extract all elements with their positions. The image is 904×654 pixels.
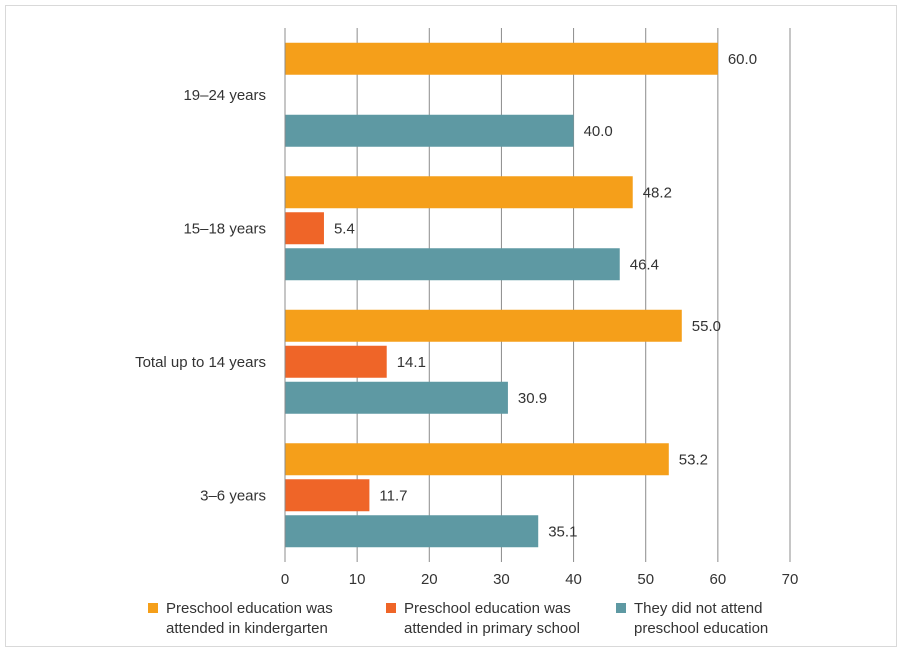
data-label: 30.9 [518, 390, 547, 407]
data-label: 53.2 [679, 451, 708, 468]
legend-swatch-kindergarten [148, 603, 158, 613]
x-tick-label: 0 [281, 571, 289, 588]
legend-item-no-preschool: They did not attend preschool education [616, 599, 768, 639]
x-tick-label: 60 [710, 571, 727, 588]
data-label: 14.1 [397, 354, 426, 371]
bar [285, 515, 539, 548]
legend-swatch-primary-school [386, 603, 396, 613]
x-tick-label: 30 [493, 571, 510, 588]
legend-swatch-no-preschool [616, 603, 626, 613]
x-tick-label: 70 [782, 571, 799, 588]
bar [285, 212, 324, 245]
data-label: 40.0 [584, 123, 613, 140]
x-tick-label: 10 [349, 571, 366, 588]
legend-label-kindergarten: Preschool education was attended in kind… [166, 600, 333, 637]
bar [285, 381, 508, 414]
bar [285, 176, 633, 209]
category-label: Total up to 14 years [135, 354, 266, 371]
category-label: 15–18 years [183, 220, 266, 237]
data-label: 5.4 [334, 220, 355, 237]
data-label: 11.7 [379, 487, 407, 504]
data-label: 46.4 [630, 256, 659, 273]
category-label: 3–6 years [200, 487, 266, 504]
data-label: 55.0 [692, 318, 721, 335]
bar [285, 42, 718, 75]
chart-frame [5, 5, 897, 647]
x-tick-label: 50 [637, 571, 654, 588]
legend-label-no-preschool: They did not attend preschool education [634, 600, 769, 637]
x-tick-label: 20 [421, 571, 438, 588]
x-tick-label: 40 [565, 571, 582, 588]
bar [285, 114, 574, 147]
legend-item-primary-school: Preschool education was attended in prim… [386, 599, 580, 639]
legend-label-primary-school: Preschool education was attended in prim… [404, 600, 580, 637]
bar [285, 248, 620, 281]
legend: Preschool education was attended in kind… [0, 599, 904, 649]
data-label: 48.2 [643, 184, 672, 201]
bar [285, 309, 682, 342]
bar [285, 479, 370, 512]
data-label: 35.1 [548, 523, 577, 540]
category-label: 19–24 years [183, 87, 266, 104]
legend-item-kindergarten: Preschool education was attended in kind… [148, 599, 333, 639]
bar [285, 443, 669, 476]
bar-chart: 0 10 20 30 40 50 60 70 3–6 years 53.2 11.7 35.1 Tota… [135, 28, 799, 588]
data-label: 60.0 [728, 51, 757, 68]
bar [285, 345, 387, 378]
